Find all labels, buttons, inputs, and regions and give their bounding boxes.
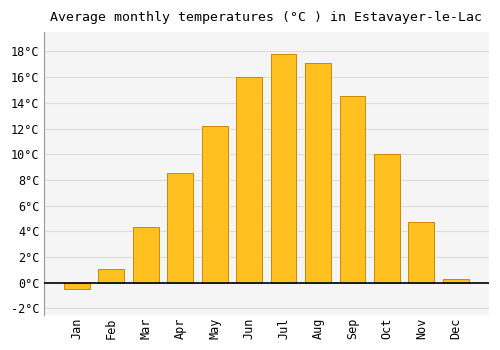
Bar bbox=[305, 63, 331, 283]
Bar bbox=[133, 228, 158, 283]
Bar bbox=[374, 154, 400, 283]
Bar bbox=[408, 222, 434, 283]
Bar bbox=[340, 97, 365, 283]
Bar bbox=[202, 126, 228, 283]
Title: Average monthly temperatures (°C ) in Estavayer-le-Lac: Average monthly temperatures (°C ) in Es… bbox=[50, 11, 482, 24]
Bar bbox=[168, 174, 193, 283]
Bar bbox=[443, 279, 468, 283]
Bar bbox=[98, 268, 124, 283]
Bar bbox=[270, 54, 296, 283]
Bar bbox=[64, 283, 90, 289]
Bar bbox=[236, 77, 262, 283]
